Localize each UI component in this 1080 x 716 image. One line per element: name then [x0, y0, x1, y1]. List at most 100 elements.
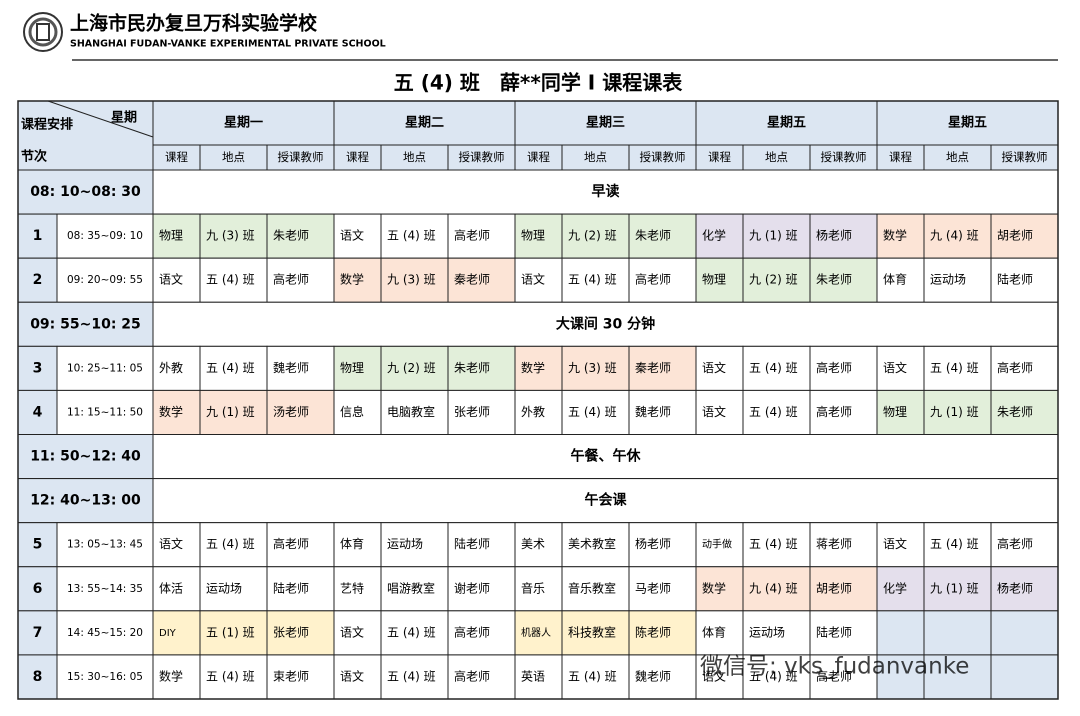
cell: [152, 610, 201, 656]
sub-header: 课程: [889, 150, 912, 164]
slot-course: DIY: [159, 628, 177, 639]
slot-course: 机器人: [521, 626, 551, 639]
period-number: 5: [33, 537, 43, 553]
cell: [380, 345, 449, 391]
slot-place: 五 (4) 班: [206, 669, 255, 683]
slot-teacher: 谢老师: [454, 580, 490, 595]
slot-course: 美术: [521, 537, 545, 551]
cell: [923, 522, 992, 568]
cell: [561, 566, 630, 612]
slot-place: 九 (4) 班: [930, 229, 979, 243]
cell: [56, 654, 154, 700]
day-header: 星期三: [586, 116, 625, 131]
slot-teacher: 朱老师: [997, 405, 1033, 419]
cell: [199, 566, 268, 612]
slot-teacher: 朱老师: [816, 273, 852, 287]
slot-place: 九 (1) 班: [206, 405, 255, 419]
break-time: 11: 50~12: 40: [30, 449, 141, 465]
cell: [990, 610, 1059, 656]
slot-teacher: 魏老师: [273, 360, 309, 375]
period-time: 08: 35~09: 10: [67, 230, 143, 242]
cell: [695, 100, 878, 146]
cell: [199, 257, 268, 303]
cell: [876, 213, 925, 259]
cell: [56, 389, 154, 435]
cell: [380, 389, 449, 435]
slot-place: 九 (3) 班: [387, 273, 436, 287]
slot-place: 五 (4) 班: [749, 537, 798, 551]
slot-place: 九 (3) 班: [206, 229, 255, 243]
day-header: 星期二: [405, 116, 444, 131]
sub-header: 授课教师: [459, 150, 505, 164]
day-header: 星期五: [948, 116, 987, 131]
slot-course: 英语: [521, 669, 545, 683]
cell: [152, 566, 201, 612]
period-number: 8: [33, 669, 43, 685]
logo-ring: [23, 12, 63, 52]
cell: [742, 654, 811, 700]
cell: [17, 478, 154, 524]
cell: [923, 345, 992, 391]
slot-course: 语文: [340, 228, 364, 243]
slot-teacher: 陈老师: [635, 624, 671, 639]
cell: [695, 213, 744, 259]
cell: [266, 522, 335, 568]
slot-place: 五 (4) 班: [930, 537, 979, 551]
cell: [628, 213, 697, 259]
slot-place: 五 (4) 班: [749, 361, 798, 375]
slot-teacher: 杨老师: [635, 536, 671, 551]
cell: [380, 610, 449, 656]
corner-left: 课程安排: [21, 117, 73, 133]
cell: [333, 522, 382, 568]
sub-header: 授课教师: [821, 150, 867, 164]
cell: [561, 610, 630, 656]
cell: [561, 144, 630, 171]
page-title: 五 (4) 班 薛**同学 I 课程课表: [394, 71, 683, 95]
slot-teacher: 胡老师: [997, 229, 1033, 243]
slot-place: 九 (3) 班: [568, 361, 617, 375]
slot-place: 五 (4) 班: [206, 361, 255, 375]
slot-place: 运动场: [387, 537, 423, 551]
slot-course: 化学: [702, 228, 726, 243]
slot-place: 五 (1) 班: [206, 625, 255, 639]
cell: [17, 654, 58, 700]
sub-header: 课程: [346, 150, 369, 164]
slot-teacher: 高老师: [816, 404, 852, 419]
period-time: 10: 25~11: 05: [67, 362, 143, 374]
slot-place: 五 (4) 班: [206, 273, 255, 287]
cell: [876, 389, 925, 435]
slot-place: 电脑教室: [387, 404, 435, 419]
slot-course: 外教: [159, 360, 183, 375]
slot-place: 五 (4) 班: [930, 361, 979, 375]
cell: [17, 169, 154, 215]
period-number: 2: [33, 272, 43, 288]
sub-header: 课程: [708, 150, 731, 164]
corner-diagonal: [47, 100, 154, 138]
slot-place: 运动场: [749, 625, 785, 639]
slot-teacher: 高老师: [816, 360, 852, 375]
corner-bottom: 节次: [21, 149, 47, 165]
corner-top: 星期: [111, 111, 137, 126]
cell: [514, 144, 563, 171]
cell: [56, 345, 154, 391]
period-number: 7: [33, 625, 43, 641]
sub-header: 地点: [946, 150, 969, 164]
cell: [56, 566, 154, 612]
slot-course: 语文: [159, 536, 183, 551]
slot-place: 运动场: [930, 273, 966, 287]
slot-course: 物理: [883, 405, 907, 419]
cell: [876, 345, 925, 391]
slot-course: 语文: [883, 536, 907, 551]
slot-teacher: 高老师: [273, 272, 309, 287]
cell: [17, 345, 58, 391]
cell: [990, 389, 1059, 435]
slot-course: 语文: [521, 272, 545, 287]
slot-course: 体活: [159, 581, 183, 595]
slot-course: 体育: [883, 272, 907, 287]
logo-inner: [28, 17, 58, 47]
slot-teacher: 张老师: [454, 405, 490, 419]
slot-course: 语文: [340, 668, 364, 683]
period-time: 15: 30~16: 05: [67, 671, 143, 683]
